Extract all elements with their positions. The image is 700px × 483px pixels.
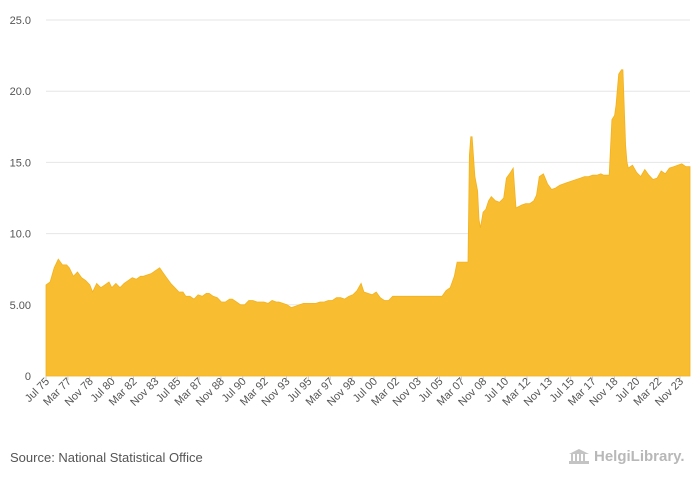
y-tick-label: 15.0 bbox=[10, 157, 31, 169]
area-series bbox=[45, 69, 691, 377]
helgilibrary-logo[interactable]: HelgiLibrary. bbox=[568, 448, 685, 465]
source-note: Source: National Statistical Office bbox=[10, 450, 203, 465]
y-tick-label: 0 bbox=[25, 371, 31, 383]
area-series-fill bbox=[45, 69, 691, 377]
library-building-icon bbox=[569, 448, 589, 464]
y-tick-label: 20.0 bbox=[10, 86, 31, 98]
y-tick-label: 5.00 bbox=[10, 300, 31, 312]
y-tick-label: 10.0 bbox=[10, 229, 31, 241]
brand-name: HelgiLibrary. bbox=[594, 448, 685, 465]
y-axis: 0 5.00 10.0 15.0 20.0 25.0 bbox=[10, 15, 31, 383]
y-tick-label: 25.0 bbox=[10, 15, 31, 27]
